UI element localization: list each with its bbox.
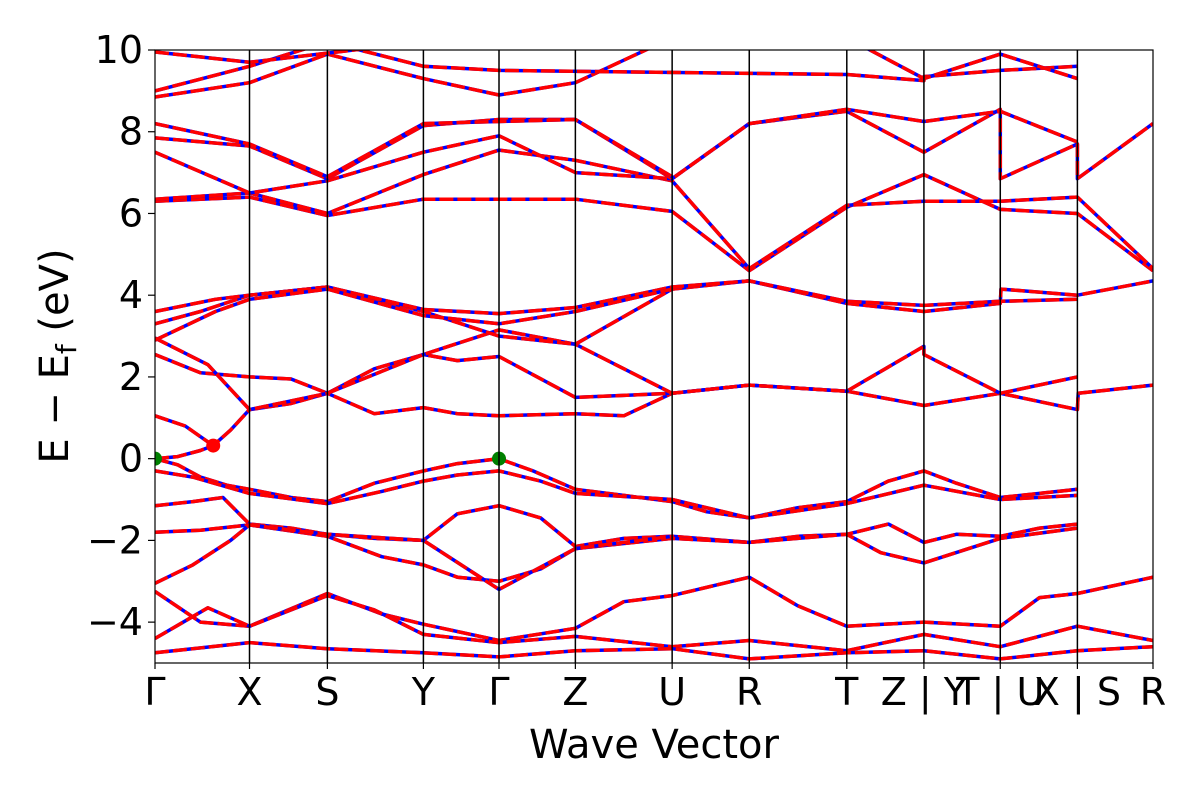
band-3-spin-down xyxy=(155,523,1078,584)
vbm-marker xyxy=(155,451,162,466)
band-8-spin-down xyxy=(155,383,1153,461)
y-axis-ticks: −4 −2 0 2 4 6 8 10 xyxy=(87,28,155,644)
y-tick-label: −4 xyxy=(87,600,143,644)
y-tick-label: 2 xyxy=(119,355,143,399)
band-8-spin-up xyxy=(155,383,1153,461)
x-tick-label: S xyxy=(315,670,339,714)
x-tick-label: Z | Y xyxy=(881,670,968,715)
band-10-spin-up xyxy=(155,344,1078,400)
band-3-spin-up xyxy=(155,523,1078,584)
plot-frame xyxy=(154,49,1154,664)
band-20-spin-down xyxy=(155,50,650,99)
x-tick-label: T | U xyxy=(955,670,1044,715)
y-axis-label: E − Ef (eV) xyxy=(32,248,83,463)
x-tick-label: Z xyxy=(562,670,588,714)
band-15-spin-down xyxy=(155,172,1153,273)
band-5-spin-down xyxy=(155,575,1153,643)
band-17-spin-down xyxy=(155,107,1153,195)
band-21-spin-up xyxy=(155,50,1078,93)
y-tick-label: 8 xyxy=(119,110,143,154)
band-6-spin-up xyxy=(155,593,1153,653)
band-1-spin-up xyxy=(155,469,1078,520)
band-15-spin-up xyxy=(155,172,1153,273)
y-tick-label: 0 xyxy=(119,437,143,481)
x-tick-label: Y xyxy=(411,670,436,714)
x-tick-label: X | S xyxy=(1034,670,1121,715)
band-5-spin-up xyxy=(155,575,1153,643)
x-tick-label: U xyxy=(658,670,686,714)
x-tick-label: Γ xyxy=(488,670,509,714)
x-tick-label: X xyxy=(236,670,262,714)
bands-layer xyxy=(155,50,1153,661)
band-19-spin-up xyxy=(155,117,673,179)
band-4-spin-up xyxy=(155,523,673,592)
band-14-spin-up xyxy=(155,287,673,342)
band-10-spin-down xyxy=(155,344,1078,400)
x-tick-label: R xyxy=(1140,670,1166,714)
x-axis-ticks: Γ X S Y Γ Z U R T Z | YT | UX | S R xyxy=(144,663,1166,715)
y-tick-label: −2 xyxy=(87,518,143,562)
band-4-spin-down xyxy=(155,523,673,592)
x-tick-label: R xyxy=(736,670,762,714)
band-17-spin-up xyxy=(155,107,1153,195)
cbm-marker xyxy=(206,438,221,453)
x-tick-label: T xyxy=(834,670,859,714)
y-tick-label: 10 xyxy=(95,28,143,72)
band-20-spin-up xyxy=(155,50,650,99)
band-22-spin-up xyxy=(155,50,1078,81)
x-axis-label: Wave Vector xyxy=(529,722,780,768)
y-tick-label: 6 xyxy=(119,191,143,235)
y-tick-label: 4 xyxy=(119,273,143,317)
band-9-spin-up xyxy=(155,414,215,448)
x-tick-label: Γ xyxy=(144,670,165,714)
kpath-lines xyxy=(248,50,1079,663)
